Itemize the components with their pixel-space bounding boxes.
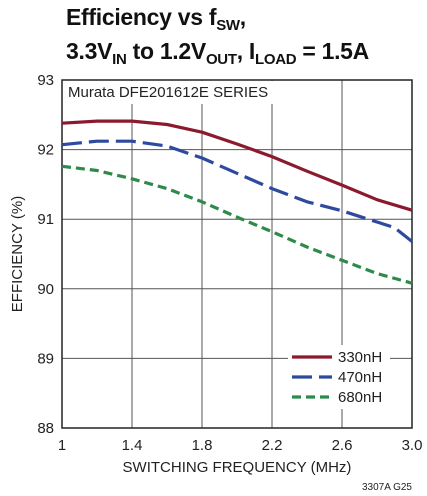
x-tick-label: 2.2 [262, 437, 283, 454]
y-axis-label: EFFICIENCY (%) [9, 196, 26, 312]
x-tick-label: 1 [58, 437, 66, 454]
series-layer [61, 119, 413, 285]
annotation-background [63, 81, 276, 104]
y-tick-label: 90 [37, 281, 54, 298]
x-tick-label: 2.6 [332, 437, 353, 454]
y-tick-label: 91 [37, 211, 54, 228]
y-tick-label: 88 [37, 420, 54, 437]
x-tick-labels: 1 1.4 1.8 2.2 2.6 3.0 [58, 437, 423, 454]
chart-title-line2: 3.3VIN to 1.2VOUT, ILOAD = 1.5A [66, 38, 369, 68]
chart-title-line1: Efficiency vs fSW, [66, 4, 246, 34]
y-tick-label: 93 [37, 72, 54, 89]
legend: 330nH 470nH 680nH [288, 345, 390, 409]
x-axis-label: SWITCHING FREQUENCY (MHz) [123, 459, 352, 476]
legend-label-680nH: 680nH [338, 389, 382, 406]
plot-frame [61, 79, 413, 429]
legend-label-470nH: 470nH [338, 369, 382, 386]
y-tick-labels: 88 89 90 91 92 93 [37, 72, 54, 437]
x-tick-label: 3.0 [402, 437, 423, 454]
y-tick-label: 89 [37, 350, 54, 367]
figure-code: 3307A G25 [362, 482, 412, 493]
chart-annotation: Murata DFE201612E SERIES [68, 84, 268, 101]
series-line-680nH [61, 164, 413, 285]
legend-label-330nH: 330nH [338, 349, 382, 366]
series-line-470nH [61, 139, 413, 243]
x-tick-label: 1.8 [192, 437, 213, 454]
series-line-330nH [61, 119, 413, 212]
x-tick-label: 1.4 [122, 437, 143, 454]
y-tick-label: 92 [37, 142, 54, 159]
